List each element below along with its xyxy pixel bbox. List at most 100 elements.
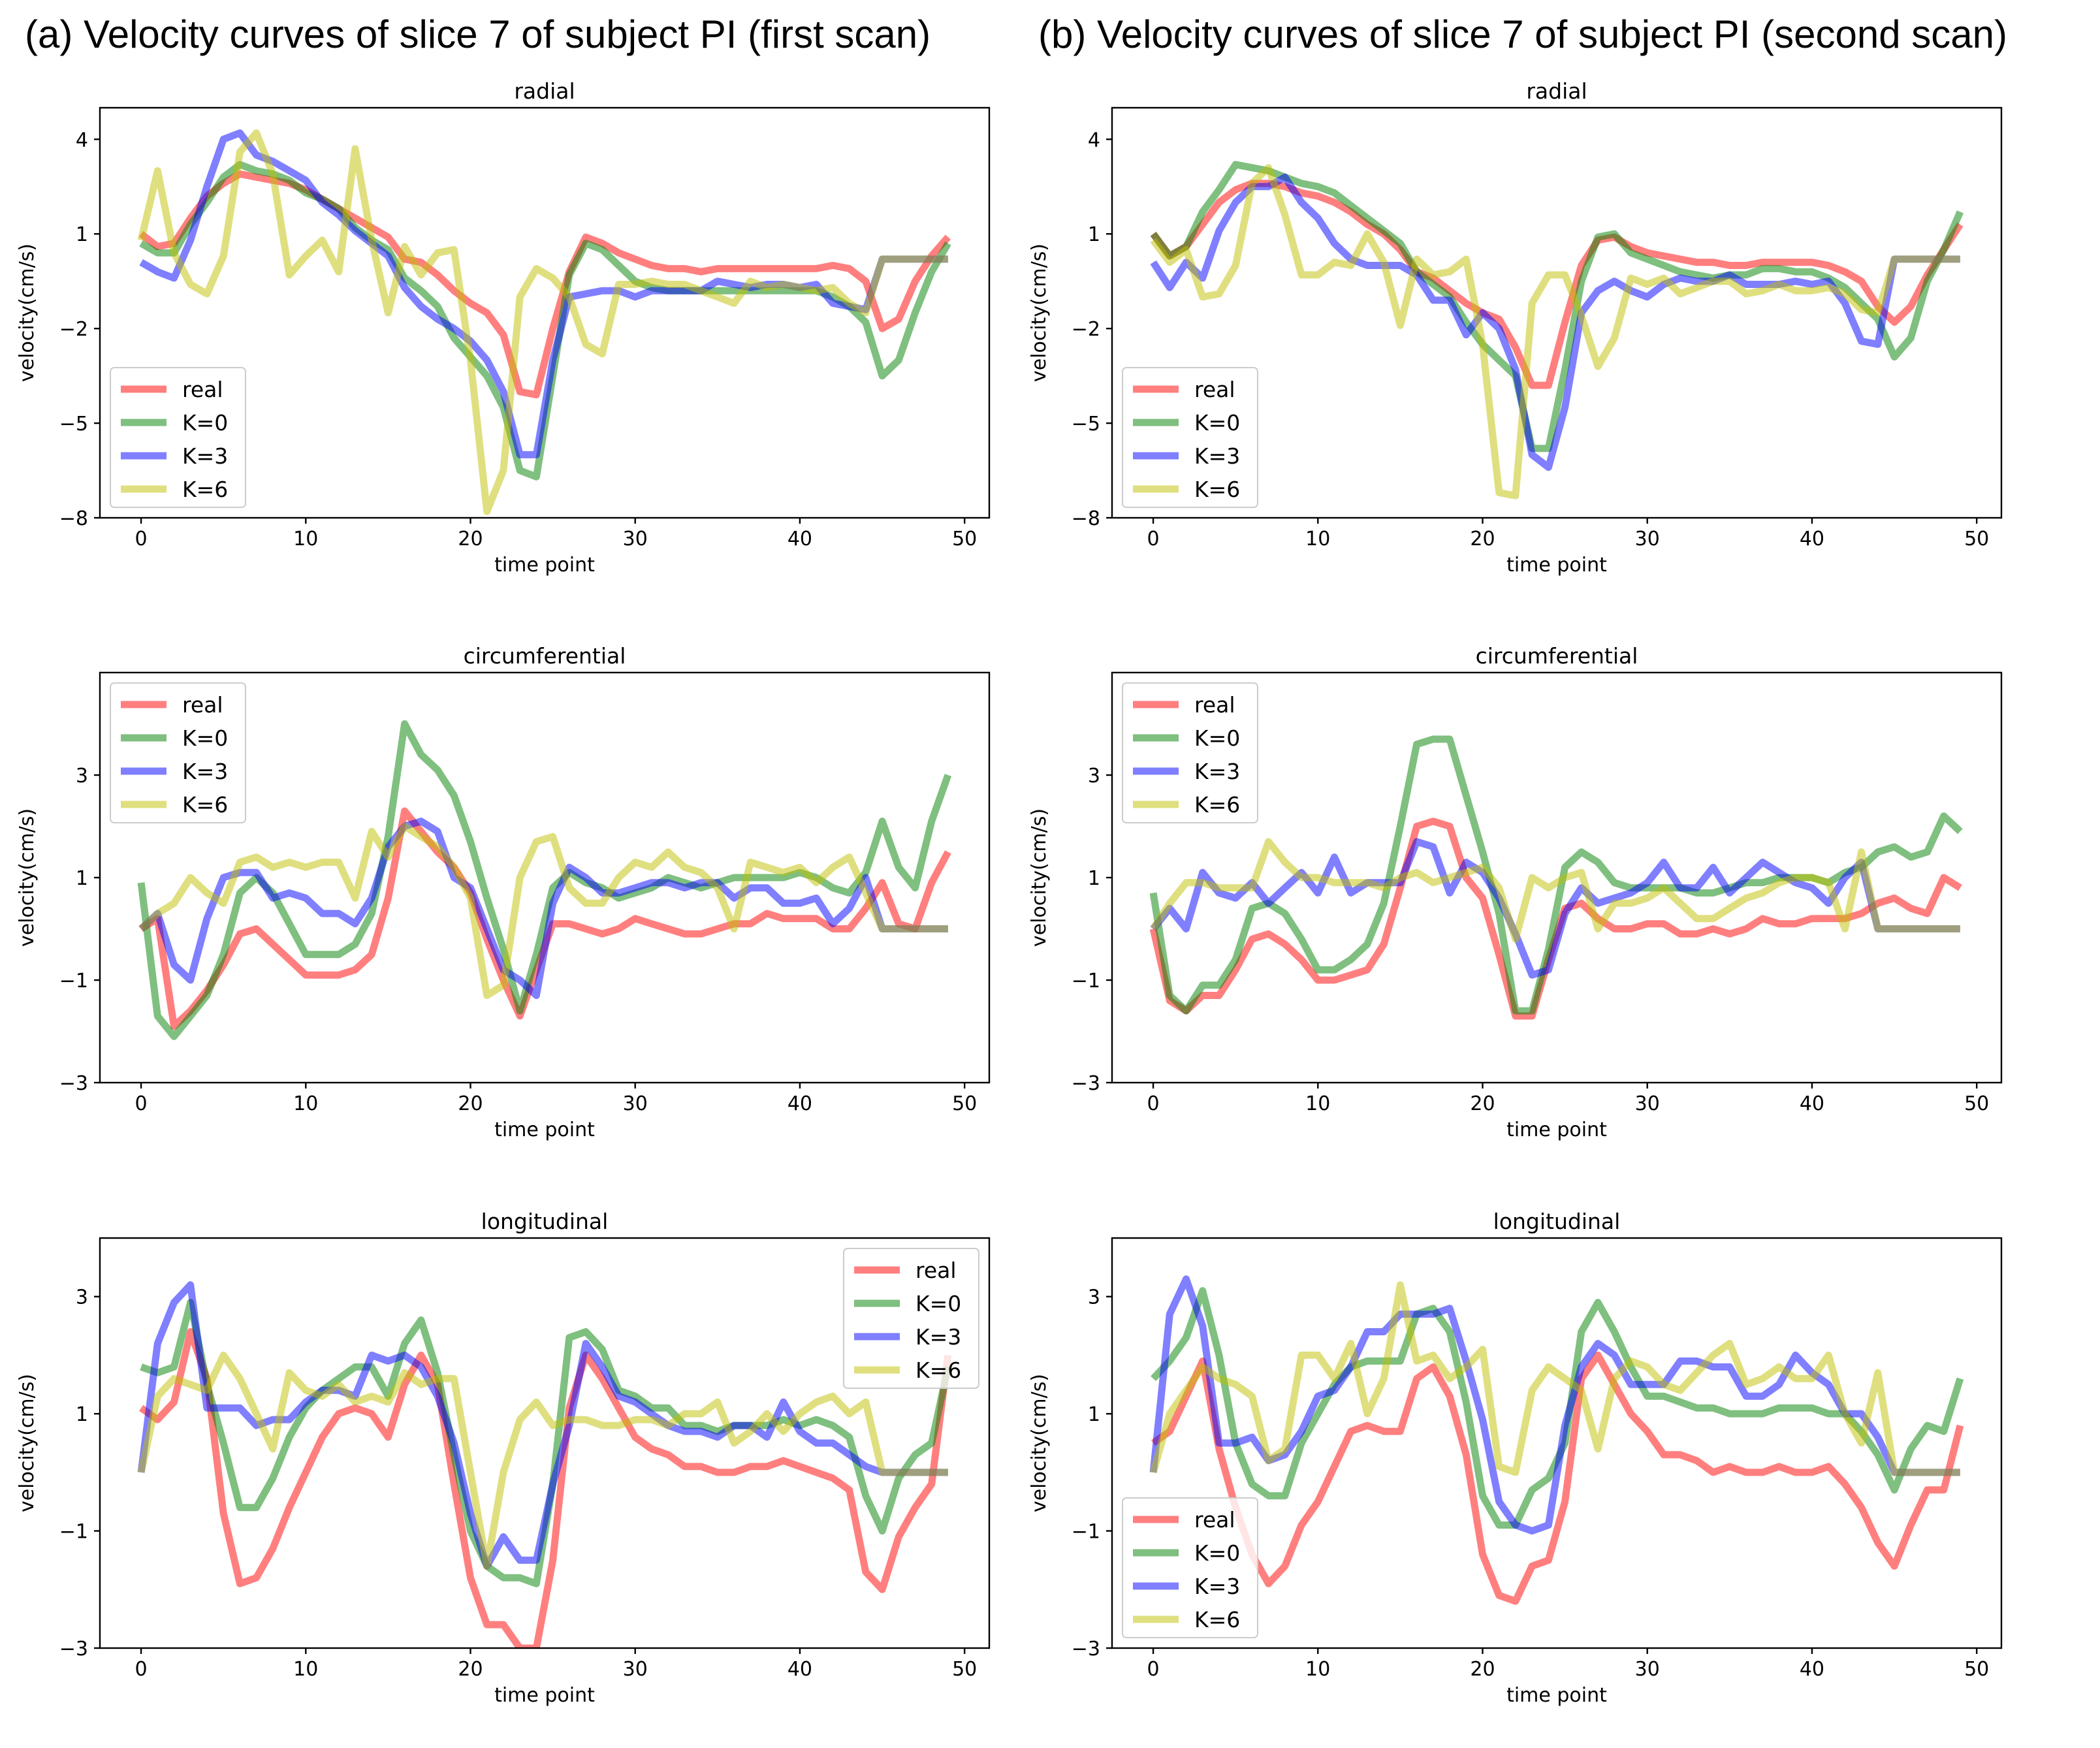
x-tick-label: 50 — [952, 528, 977, 550]
x-tick-label: 50 — [1964, 528, 1989, 550]
x-axis-label: time point — [494, 1684, 595, 1707]
y-tick-label: 1 — [76, 867, 88, 890]
x-tick-label: 10 — [293, 528, 318, 550]
y-axis-label: velocity(cm/s) — [16, 1374, 39, 1512]
x-tick-label: 0 — [1147, 1092, 1160, 1115]
column-title-a: (a) Velocity curves of slice 7 of subjec… — [25, 12, 931, 56]
x-tick-label: 0 — [1147, 528, 1160, 550]
x-tick-label: 20 — [1470, 528, 1495, 550]
x-axis-label: time point — [1506, 1684, 1607, 1707]
x-tick-label: 40 — [788, 1658, 812, 1681]
y-axis-label: velocity(cm/s) — [1028, 244, 1051, 382]
x-tick-label: 0 — [1147, 1658, 1160, 1681]
legend-label: K=3 — [182, 443, 228, 469]
x-tick-label: 10 — [1305, 528, 1330, 550]
x-tick-label: 10 — [1305, 1092, 1330, 1115]
legend-box — [110, 682, 246, 823]
series-line-real — [138, 1328, 952, 1648]
x-tick-label: 0 — [135, 1092, 148, 1115]
series-line-k6 — [137, 1351, 948, 1570]
legend-label: K=0 — [182, 725, 228, 751]
x-tick-label: 50 — [1964, 1092, 1989, 1115]
panel-b-circ: 0 10 20 30 40 50 −3 −1 1 3 time point velocity(cm/s… — [1028, 643, 2003, 1141]
legend-label: real — [915, 1258, 957, 1283]
y-tick-label: −8 — [59, 507, 88, 530]
panel-a-circ: 0 10 20 30 40 50 −3 −1 1 3 time point velocity(cm/s… — [16, 643, 991, 1141]
legend-box — [1122, 682, 1258, 823]
legend-label: K=0 — [1194, 410, 1240, 436]
y-axis-label: velocity(cm/s) — [1028, 1374, 1051, 1512]
panel-title: longitudinal — [481, 1209, 609, 1234]
x-tick-label: 50 — [952, 1658, 977, 1681]
y-tick-label: −2 — [1072, 318, 1100, 341]
series-line-k0 — [139, 161, 951, 481]
panel-b-long: 0 10 20 30 40 50 −3 −1 1 3 time point velocity(cm/s… — [1028, 1209, 2003, 1707]
y-tick-label: −2 — [59, 318, 88, 341]
x-tick-label: 30 — [623, 1092, 648, 1115]
panel-title: circumferential — [464, 643, 626, 669]
legend: real K=0 K=3 K=6 — [1122, 682, 1258, 823]
panel-a-radial: 0 10 20 30 40 50 −8 −5 −2 1 4 time point velocity(cm… — [16, 78, 991, 577]
x-tick-label: 30 — [1635, 528, 1660, 550]
panel-title: circumferential — [1476, 643, 1638, 669]
x-tick-label: 30 — [1635, 1658, 1660, 1681]
y-tick-label: −5 — [1072, 413, 1100, 436]
x-tick-label: 20 — [458, 528, 483, 550]
x-tick-label: 50 — [952, 1092, 977, 1115]
x-tick-label: 0 — [135, 528, 148, 550]
legend-label: real — [182, 692, 223, 718]
y-axis-label: velocity(cm/s) — [16, 808, 39, 947]
x-tick-label: 30 — [1635, 1092, 1660, 1115]
series-line-k3 — [1150, 838, 1960, 979]
legend-box — [1122, 1497, 1258, 1638]
x-axis-label: time point — [1506, 554, 1607, 577]
axes-frame — [99, 106, 991, 519]
legend-label: real — [182, 377, 223, 402]
y-tick-label: 1 — [1088, 1403, 1100, 1426]
x-tick-label: 0 — [135, 1658, 148, 1681]
axes-frame — [1111, 106, 2003, 519]
axes-frame — [99, 1237, 991, 1649]
y-tick-label: −3 — [59, 1072, 88, 1095]
legend: real K=0 K=3 K=6 — [1122, 1497, 1258, 1638]
panel-b-radial: 0 10 20 30 40 50 −8 −5 −2 1 4 time point velocity(cm… — [1028, 78, 2003, 577]
y-axis-label: velocity(cm/s) — [1028, 808, 1051, 947]
x-axis-label: time point — [494, 1119, 595, 1141]
legend: real K=0 K=3 K=6 — [843, 1248, 979, 1389]
legend: real K=0 K=3 K=6 — [110, 367, 246, 508]
x-tick-label: 40 — [788, 1092, 812, 1115]
series-line-k3 — [1150, 173, 1960, 471]
legend-label: K=6 — [182, 792, 228, 818]
legend: real K=0 K=3 K=6 — [110, 682, 246, 823]
x-tick-label: 10 — [293, 1658, 318, 1681]
series-line-real — [1151, 1351, 1964, 1605]
series-line-k6 — [1150, 164, 1960, 500]
series-line-k6 — [1149, 1281, 1960, 1476]
series-line-k3 — [138, 818, 948, 999]
x-tick-label: 20 — [458, 1092, 483, 1115]
x-tick-label: 40 — [1800, 1092, 1824, 1115]
x-axis-label: time point — [1506, 1119, 1607, 1141]
legend-label: K=0 — [915, 1291, 961, 1316]
y-tick-label: 3 — [1088, 1286, 1100, 1309]
legend-label: K=3 — [182, 759, 228, 784]
y-tick-label: −3 — [1072, 1638, 1100, 1661]
x-tick-label: 40 — [1800, 528, 1824, 550]
legend-label: K=3 — [1194, 759, 1240, 784]
series-line-k6 — [138, 823, 948, 999]
column-title-b: (b) Velocity curves of slice 7 of subjec… — [1038, 12, 2007, 56]
legend-label: K=6 — [182, 477, 228, 502]
panel-title: longitudinal — [1493, 1209, 1621, 1234]
legend-box — [110, 367, 246, 508]
legend-label: K=3 — [1194, 1574, 1240, 1599]
y-tick-label: 4 — [76, 129, 88, 151]
legend-label: K=3 — [1194, 443, 1240, 469]
panel-title: radial — [514, 78, 575, 104]
legend: real K=0 K=3 K=6 — [1122, 367, 1258, 508]
x-tick-label: 40 — [1800, 1658, 1824, 1681]
x-tick-label: 30 — [623, 528, 648, 550]
x-tick-label: 20 — [1470, 1658, 1495, 1681]
legend-label: real — [1194, 377, 1235, 402]
series-line-k3 — [139, 129, 948, 458]
